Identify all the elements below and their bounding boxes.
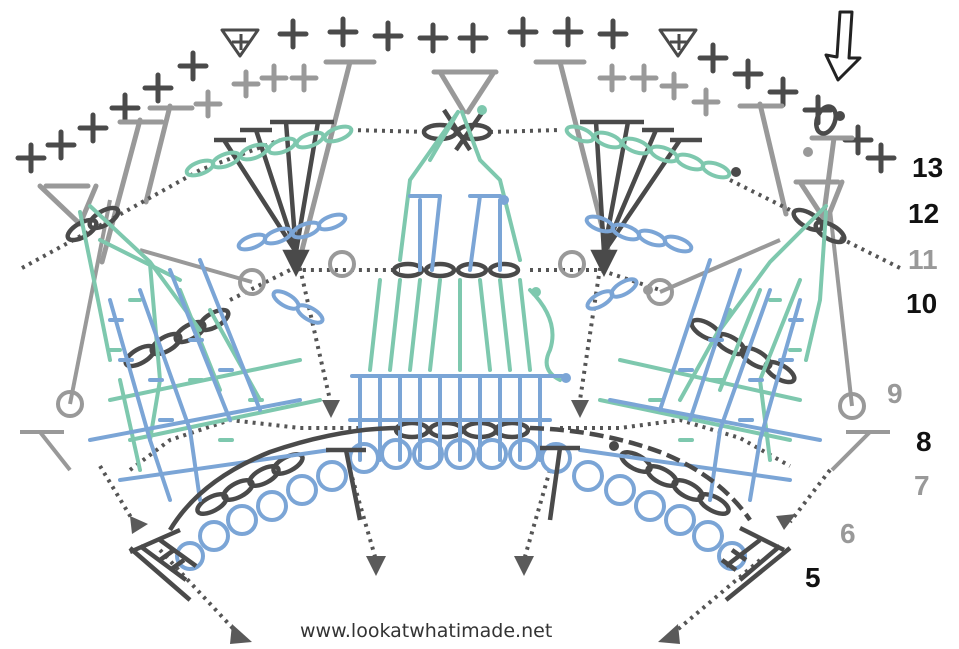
row-13-triangle-markers <box>220 28 698 58</box>
green-dots <box>477 105 541 297</box>
row-label-5: 5 <box>805 562 821 593</box>
row-label-13: 13 <box>912 152 944 183</box>
row-5-dots <box>609 111 845 451</box>
grey-dots <box>643 147 813 295</box>
row-label-12: 12 <box>908 198 940 229</box>
row-label-11: 11 <box>908 244 938 275</box>
row-12-stitches <box>37 59 855 265</box>
dotted-connectors <box>21 128 901 638</box>
watermark-url: www.lookatwhatimade.net <box>300 620 553 642</box>
green-stitches <box>78 110 828 472</box>
arrowheads <box>130 400 796 644</box>
row-13-single-crochet-arc <box>15 16 897 174</box>
row-11-loops <box>20 199 890 472</box>
blue-stitches <box>88 194 822 502</box>
row-label-9: 9 <box>887 378 903 409</box>
row-label-6: 6 <box>840 518 856 549</box>
row-label-8: 8 <box>916 426 932 457</box>
start-arrow-icon <box>824 10 862 82</box>
row-label-7: 7 <box>914 470 930 501</box>
blue-dots <box>499 195 571 383</box>
blue-scallop-chain <box>175 438 747 571</box>
row-5-dark-arc <box>128 425 792 602</box>
row-label-10: 10 <box>906 288 938 319</box>
